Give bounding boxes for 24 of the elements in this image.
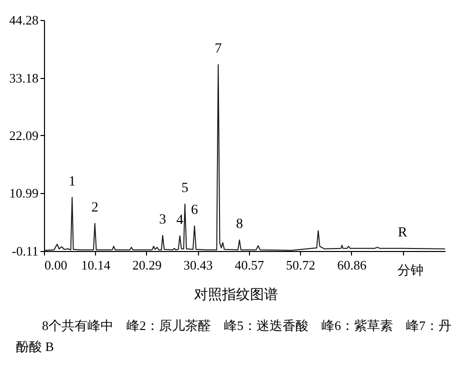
x-tick-label: 60.86: [337, 258, 367, 272]
x-tick-label: 0.00: [44, 258, 68, 272]
x-tick-label: 20.29: [132, 258, 162, 272]
annotation: 1: [68, 174, 76, 190]
y-tick-label: 22.09: [9, 128, 38, 143]
annotation: 8: [236, 217, 243, 232]
text: 8个共有峰中 峰2：原儿茶醛 峰5：迷迭香酸 峰6：紫草素 峰7：丹酚酸 B: [16, 317, 452, 356]
annotation: 7: [214, 42, 222, 57]
annotation: R: [398, 225, 408, 240]
x-axis-title: 分钟: [398, 262, 424, 278]
x-tick-label: 50.72: [286, 258, 316, 272]
annotation: 4: [176, 212, 184, 228]
annotation: 5: [181, 181, 188, 196]
y-tick-label: -0.11: [12, 244, 38, 258]
y-tick-label: 33.18: [9, 70, 38, 86]
x-tick-label: 40.57: [234, 258, 265, 272]
annotation: 2: [91, 200, 98, 216]
y-tick-label: 44.28: [9, 12, 38, 28]
annotation: 6: [191, 202, 198, 218]
text: 对照指纹图谱: [193, 286, 279, 304]
y-tick-label: 10.99: [9, 186, 38, 201]
annotation: 3: [159, 212, 166, 228]
x-tick-label: 30.43: [184, 258, 213, 272]
x-tick-label: 10.14: [81, 258, 111, 272]
